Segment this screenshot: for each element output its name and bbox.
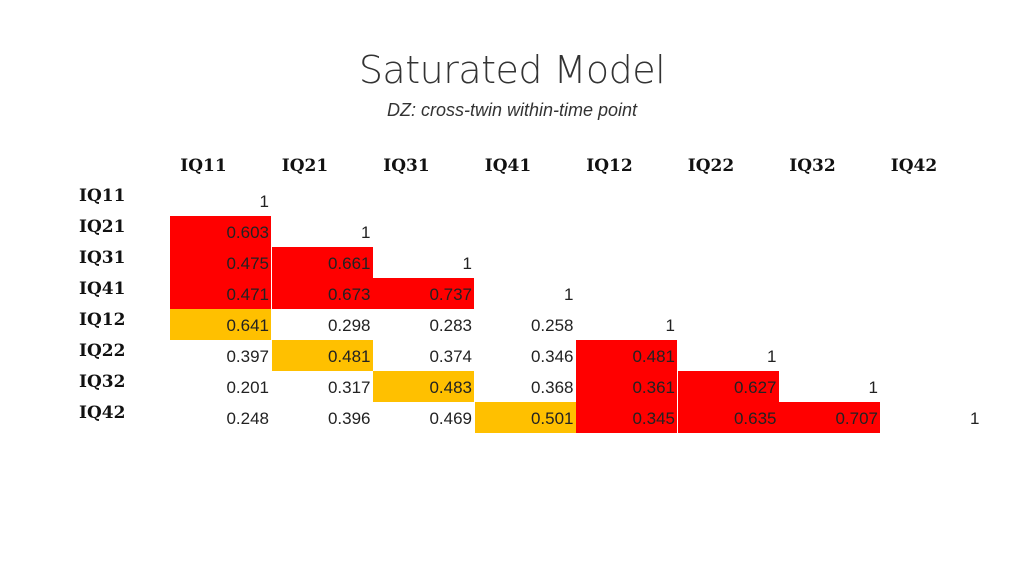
row-header-iq11: IQ11 bbox=[79, 186, 126, 206]
matrix-cell-iq12-iq31: 0.283 bbox=[429, 316, 472, 335]
column-header-iq21: IQ21 bbox=[281, 156, 329, 176]
matrix-cell-iq12-iq41: 0.258 bbox=[530, 316, 574, 335]
slide-subtitle: DZ: cross-twin within-time point bbox=[386, 100, 638, 120]
matrix-cell-iq12-iq21: 0.298 bbox=[327, 316, 371, 335]
slide-title: Saturated Model bbox=[358, 48, 666, 92]
matrix-cell-iq42-iq32: 0.707 bbox=[779, 402, 880, 433]
row-header-iq12: IQ12 bbox=[79, 310, 126, 330]
column-header-iq41: IQ41 bbox=[484, 156, 532, 176]
matrix-cell-iq41-iq21: 0.673 bbox=[271, 278, 373, 309]
matrix-cell-iq41-iq31: 0.737 bbox=[373, 278, 474, 309]
column-header-iq12: IQ12 bbox=[586, 156, 633, 176]
matrix-cell-iq42-iq42: 1 bbox=[970, 409, 980, 428]
matrix-cell-iq42-iq21: 0.396 bbox=[327, 409, 371, 428]
matrix-cell-iq42-iq11: 0.248 bbox=[226, 409, 269, 428]
matrix-cell-iq32-iq31: 0.483 bbox=[373, 371, 474, 402]
matrix-cell-iq42-iq31: 0.469 bbox=[429, 409, 472, 428]
matrix-cell-iq42-iq41: 0.501 bbox=[474, 402, 576, 433]
matrix-cell-iq32-iq22: 0.627 bbox=[677, 371, 779, 402]
matrix-cell-iq12-iq12: 1 bbox=[665, 316, 675, 335]
matrix-cell-iq22-iq21: 0.481 bbox=[271, 340, 373, 371]
matrix-cell-iq31-iq31: 1 bbox=[462, 254, 472, 273]
column-header-iq31: IQ31 bbox=[383, 156, 430, 176]
matrix-cell-iq42-iq22: 0.635 bbox=[677, 402, 779, 433]
column-header-iq22: IQ22 bbox=[687, 156, 735, 176]
matrix-cell-iq22-iq11: 0.397 bbox=[226, 347, 269, 366]
matrix-cell-iq22-iq41: 0.346 bbox=[530, 347, 574, 366]
column-header-iq32: IQ32 bbox=[789, 156, 836, 176]
matrix-cell-iq41-iq11: 0.471 bbox=[170, 278, 271, 309]
matrix-cell-iq22-iq31: 0.374 bbox=[429, 347, 472, 366]
matrix-cell-iq22-iq12: 0.481 bbox=[576, 340, 677, 371]
column-header-iq11: IQ11 bbox=[180, 156, 227, 176]
matrix-cell-iq11-iq11: 1 bbox=[259, 192, 269, 211]
matrix-cell-iq22-iq22: 1 bbox=[767, 347, 777, 366]
matrix-cell-iq21-iq21: 1 bbox=[361, 223, 371, 242]
matrix-cell-iq32-iq21: 0.317 bbox=[327, 378, 371, 397]
matrix-cell-iq12-iq11: 0.641 bbox=[170, 309, 271, 340]
column-header-iq42: IQ42 bbox=[890, 156, 938, 176]
row-header-iq31: IQ31 bbox=[79, 248, 126, 268]
matrix-cell-iq31-iq11: 0.475 bbox=[170, 247, 271, 278]
row-header-iq42: IQ42 bbox=[79, 403, 126, 423]
matrix-cell-iq31-iq21: 0.661 bbox=[271, 247, 373, 278]
matrix-cell-iq41-iq41: 1 bbox=[564, 285, 574, 304]
matrix-cell-iq32-iq11: 0.201 bbox=[226, 378, 269, 397]
matrix-cell-iq32-iq41: 0.368 bbox=[530, 378, 574, 397]
row-header-iq41: IQ41 bbox=[79, 279, 126, 299]
matrix-cell-iq21-iq11: 0.603 bbox=[170, 216, 271, 247]
row-header-iq32: IQ32 bbox=[79, 372, 126, 392]
matrix-cell-iq42-iq12: 0.345 bbox=[576, 402, 677, 433]
row-header-iq22: IQ22 bbox=[79, 341, 126, 361]
matrix-cell-iq32-iq32: 1 bbox=[868, 378, 878, 397]
row-header-iq21: IQ21 bbox=[79, 217, 126, 237]
matrix-cell-iq32-iq12: 0.361 bbox=[576, 371, 677, 402]
